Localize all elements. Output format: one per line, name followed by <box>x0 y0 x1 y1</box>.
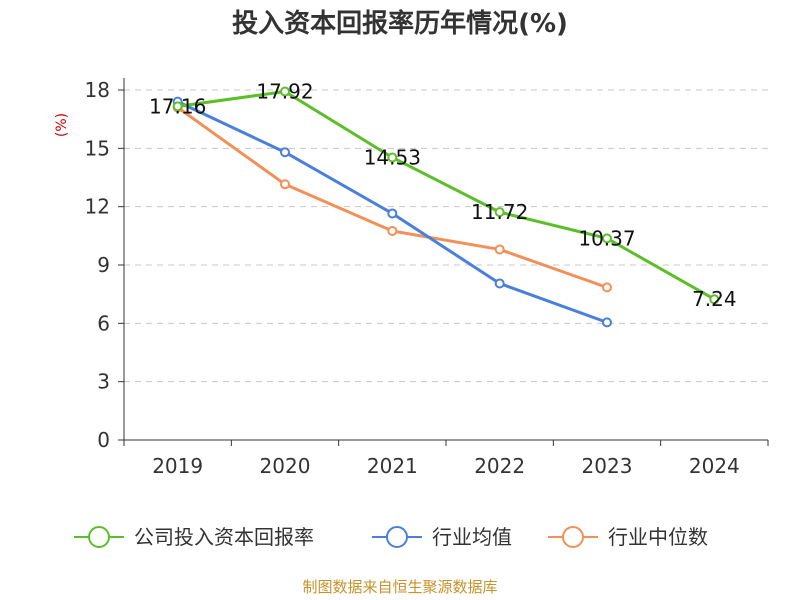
legend-label: 行业均值 <box>432 525 512 549</box>
y-tick-label: 18 <box>85 78 110 102</box>
legend-item-3: 行业中位数 <box>548 525 708 549</box>
chart-title: 投入资本回报率历年情况(%) <box>232 8 568 39</box>
axes <box>118 78 769 446</box>
legend-circle-marker <box>562 526 584 548</box>
data-point <box>387 208 398 219</box>
series-line <box>176 106 608 289</box>
data-point <box>387 152 398 163</box>
source-note: 制图数据来自恒生聚源数据库 <box>302 578 497 596</box>
y-tick-label: 6 <box>97 311 110 335</box>
data-label: 11.72 <box>471 200 528 224</box>
y-axis-unit-label: (%) <box>54 113 70 137</box>
data-point <box>280 147 290 158</box>
series-2 <box>172 96 612 328</box>
data-point <box>387 225 398 236</box>
y-tick-label: 0 <box>97 428 110 452</box>
y-tick-label: 12 <box>85 195 110 219</box>
series-1 <box>172 86 720 305</box>
x-tick-label: 2023 <box>582 454 633 478</box>
data-point <box>494 244 505 255</box>
data-label: 17.92 <box>256 80 313 104</box>
x-tick-label: 2022 <box>474 454 525 478</box>
data-point <box>709 294 720 305</box>
legend-item-1: 公司投入资本回报率 <box>74 525 314 549</box>
legend: 公司投入资本回报率 行业均值 行业中位数 <box>74 525 708 549</box>
data-point <box>602 317 612 328</box>
data-labels: 17.16 17.92 14.53 11.72 10.37 7.24 <box>149 80 737 312</box>
series-3 <box>172 102 612 293</box>
grid-lines <box>124 89 768 383</box>
y-tick-labels: 0 3 6 9 12 15 18 <box>85 78 110 452</box>
x-tick-labels: 2019 2020 2021 2022 2023 2024 <box>152 454 740 478</box>
y-tick-label: 9 <box>97 253 110 277</box>
legend-item-2: 行业均值 <box>372 525 512 549</box>
data-point <box>602 282 612 293</box>
data-point <box>280 86 290 97</box>
data-point <box>494 278 505 289</box>
legend-label: 公司投入资本回报率 <box>134 525 314 549</box>
x-tick-label: 2021 <box>367 454 418 478</box>
data-point <box>602 233 612 244</box>
data-label: 14.53 <box>364 145 421 169</box>
data-label: 7.24 <box>692 287 737 311</box>
legend-circle-marker <box>88 526 110 548</box>
y-tick-label: 15 <box>85 136 110 160</box>
data-point <box>172 101 183 112</box>
x-tick-label: 2024 <box>689 454 740 478</box>
data-point <box>494 207 505 218</box>
x-tick-label: 2020 <box>260 454 311 478</box>
x-tick-label: 2019 <box>152 454 203 478</box>
legend-circle-marker <box>386 526 408 548</box>
data-point <box>280 179 290 190</box>
series-layer <box>172 86 720 328</box>
series-line <box>177 90 716 301</box>
data-label: 17.16 <box>149 94 206 118</box>
y-tick-label: 3 <box>97 370 110 394</box>
data-label: 10.37 <box>578 226 635 250</box>
legend-label: 行业中位数 <box>608 525 708 549</box>
